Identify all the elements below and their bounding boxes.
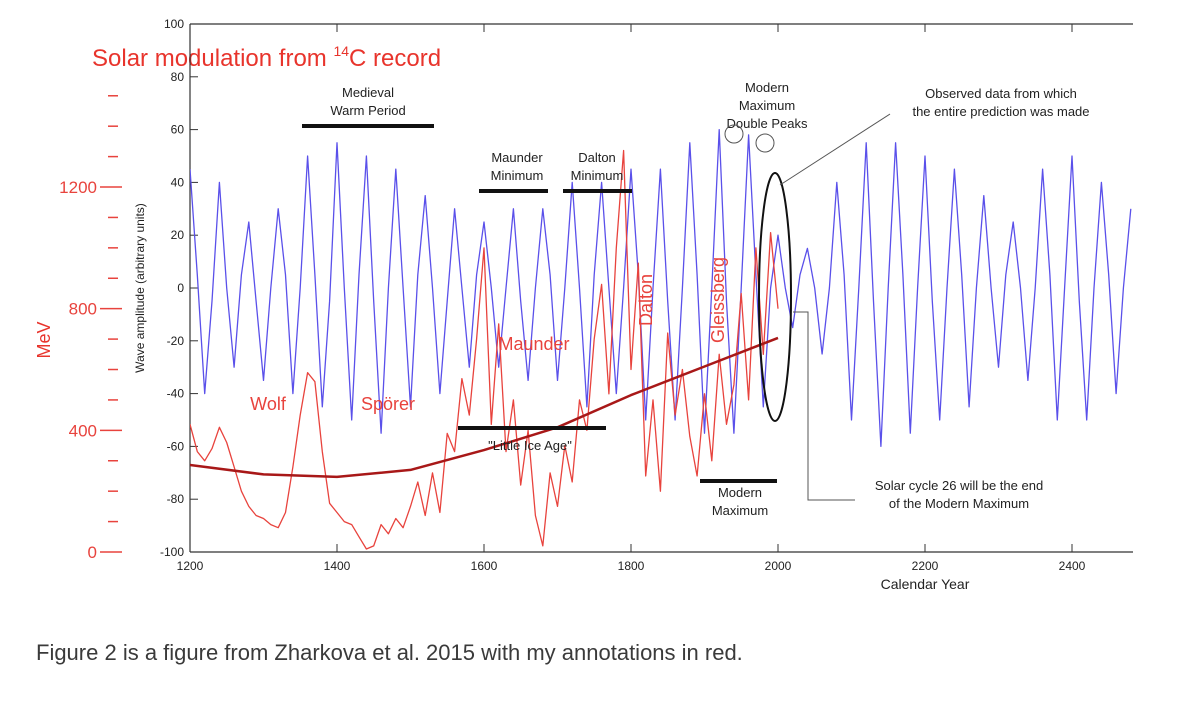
annotation: Warm Period	[330, 103, 405, 118]
x-tick-label: 1200	[177, 559, 204, 573]
series-line	[190, 336, 779, 479]
annotation: Solar cycle 26 will be the end	[875, 478, 1043, 493]
annotation: Observed data from which	[925, 86, 1077, 101]
annotation: the entire prediction was made	[912, 104, 1089, 119]
x-tick-label: 1400	[324, 559, 351, 573]
peak-circle	[755, 133, 775, 153]
annotation: Modern	[745, 80, 789, 95]
annotation: "Little Ice Age"	[488, 438, 572, 453]
y2-tick-label: 400	[69, 421, 97, 440]
y-tick-label: 100	[164, 17, 184, 31]
y-tick-label: 80	[171, 70, 185, 84]
annotation: Medieval	[342, 85, 394, 100]
y2-tick-label: 800	[69, 300, 97, 319]
annotation: Maunder	[491, 150, 543, 165]
red-annotation: Maunder	[498, 334, 569, 354]
x-tick-label: 1600	[471, 559, 498, 573]
y-tick-label: 60	[171, 123, 185, 137]
x-tick-label: 2400	[1059, 559, 1086, 573]
red-annotation: Gleissberg	[708, 257, 728, 343]
leader-line	[779, 113, 891, 186]
y2-axis-label: MeV	[34, 321, 54, 358]
annotation: Minimum	[491, 168, 544, 183]
annotation: Maximum	[739, 98, 795, 113]
y-tick-label: 20	[171, 228, 185, 242]
red-annotation: Dalton	[636, 274, 656, 326]
y2-tick-label: 1200	[59, 178, 97, 197]
annotation: Maximum	[712, 503, 768, 518]
annotation: Modern	[718, 485, 762, 500]
chart: Solar modulation from 14C record Calenda…	[34, 17, 1133, 592]
y-tick-label: -80	[167, 492, 185, 506]
annotation: Dalton	[578, 150, 616, 165]
y2-tick-label: 0	[88, 543, 97, 562]
y-axis-label: Wave amplitude (arbitrary units)	[133, 203, 147, 373]
peak-circle	[724, 124, 744, 144]
annotation: of the Modern Maximum	[889, 496, 1029, 511]
x-tick-label: 1800	[618, 559, 645, 573]
leader-line	[793, 311, 855, 501]
annotation: Minimum	[571, 168, 624, 183]
observed-ellipse	[758, 172, 792, 422]
annotation: Double Peaks	[727, 116, 808, 131]
red-annotation: Wolf	[250, 394, 287, 414]
x-axis-label: Calendar Year	[881, 576, 970, 592]
y-tick-label: 40	[171, 175, 185, 189]
chart-title: Solar modulation from 14C record	[92, 43, 441, 72]
y-tick-label: -20	[167, 334, 185, 348]
y-tick-label: -60	[167, 439, 185, 453]
y-tick-label: -100	[160, 545, 184, 559]
red-annotation: Spörer	[361, 394, 415, 414]
x-tick-label: 2000	[765, 559, 792, 573]
caption: Figure 2 is a figure from Zharkova et al…	[36, 640, 743, 665]
series-line	[190, 149, 779, 550]
x-tick-label: 2200	[912, 559, 939, 573]
series-line	[190, 128, 1132, 448]
y-tick-label: 0	[177, 281, 184, 295]
plot-area	[190, 128, 1132, 550]
y-tick-label: -40	[167, 387, 185, 401]
